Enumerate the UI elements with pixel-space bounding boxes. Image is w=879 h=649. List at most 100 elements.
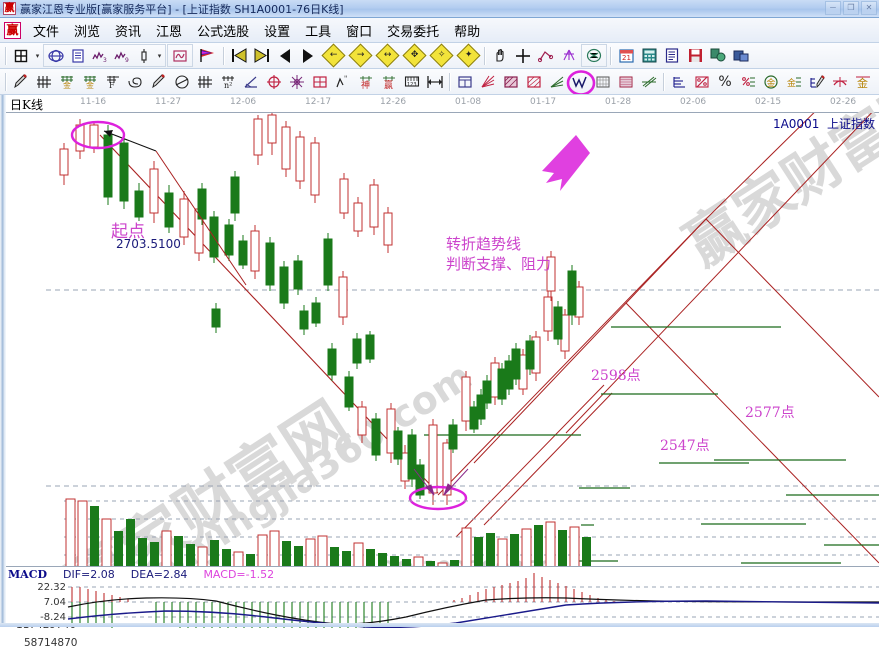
menu-item-formula-stock-pick[interactable]: 公式选股 bbox=[197, 24, 250, 40]
ladder-icon[interactable] bbox=[668, 71, 690, 92]
multi-chart-3-icon[interactable]: 3 bbox=[89, 45, 111, 66]
parallel-lines-icon[interactable] bbox=[638, 71, 660, 92]
crosshair-icon[interactable] bbox=[512, 45, 534, 66]
ruler-123-icon[interactable]: 123 bbox=[401, 71, 423, 92]
end-point-circle bbox=[408, 485, 468, 511]
menu-item-help[interactable]: 帮助 bbox=[454, 24, 481, 40]
svg-text:F: F bbox=[109, 81, 115, 89]
percent-slash-icon[interactable] bbox=[691, 71, 713, 92]
grid-fine-icon[interactable] bbox=[592, 71, 614, 92]
measure-icon[interactable] bbox=[535, 45, 557, 66]
ying-grid-icon[interactable]: 赢 bbox=[378, 71, 400, 92]
window-controls[interactable]: ─ ❐ ✕ bbox=[825, 1, 877, 15]
plot-svg-wrapper[interactable] bbox=[6, 113, 879, 627]
menu-item-gann[interactable]: 江恩 bbox=[156, 24, 183, 40]
menu-item-trade[interactable]: 交易委托 bbox=[387, 24, 440, 40]
floppy-save-icon[interactable] bbox=[684, 45, 706, 66]
box-grid-icon[interactable] bbox=[309, 71, 331, 92]
gold-ladder-1-icon[interactable]: 金 bbox=[56, 71, 78, 92]
close-button[interactable]: ✕ bbox=[861, 1, 877, 15]
ink-pen-icon[interactable] bbox=[806, 71, 828, 92]
diamond-expand-icon[interactable]: ↔ bbox=[374, 43, 400, 68]
menu-item-news[interactable]: 资讯 bbox=[115, 24, 142, 40]
macd-panel[interactable]: MACD DIF=2.08 DEA=2.84 MACD=-1.52 22.32 … bbox=[6, 566, 879, 628]
macd-axis-label-0: 22.32 bbox=[37, 582, 66, 593]
circle-arc-icon[interactable] bbox=[171, 71, 193, 92]
target-circle-icon[interactable] bbox=[263, 71, 285, 92]
n-squared-icon[interactable]: n² bbox=[217, 71, 239, 92]
diamond-zoom-out-icon[interactable]: ✧ bbox=[428, 43, 454, 68]
arc-pair-icon[interactable] bbox=[829, 71, 851, 92]
color-flag-icon[interactable] bbox=[194, 45, 220, 66]
pattern-box-icon[interactable] bbox=[523, 71, 545, 92]
export-icon[interactable] bbox=[730, 45, 752, 66]
last-page-icon[interactable] bbox=[251, 45, 273, 66]
spiral-icon[interactable] bbox=[125, 71, 147, 92]
next-icon[interactable] bbox=[297, 45, 319, 66]
percent-levels-icon[interactable] bbox=[737, 71, 759, 92]
menu-item-file[interactable]: 文件 bbox=[33, 24, 60, 40]
symbol-code: 1A0001 bbox=[772, 117, 820, 131]
brain-icon[interactable] bbox=[583, 45, 605, 66]
multi-chart-9-icon[interactable]: 9 bbox=[111, 45, 133, 66]
menu-item-window[interactable]: 窗口 bbox=[346, 24, 373, 40]
span-arrows-icon[interactable] bbox=[424, 71, 446, 92]
cross-grid-icon[interactable] bbox=[194, 71, 216, 92]
grid-dense-icon[interactable] bbox=[615, 71, 637, 92]
gold-ladder-2-icon[interactable]: 金 bbox=[79, 71, 101, 92]
chart-window: 日K线 11-16 11-27 12-06 12-17 12-26 01-08 … bbox=[0, 64, 879, 649]
calendar-icon[interactable]: 21 bbox=[615, 45, 637, 66]
gold-levels-icon[interactable]: 金 bbox=[783, 71, 805, 92]
diamond-left-icon[interactable]: ← bbox=[320, 43, 346, 68]
chart-canvas[interactable]: 日K线 11-16 11-27 12-06 12-17 12-26 01-08 … bbox=[6, 64, 879, 649]
shaded-box-icon[interactable] bbox=[500, 71, 522, 92]
gold-circle-icon[interactable]: 金 bbox=[760, 71, 782, 92]
calculator-icon[interactable] bbox=[638, 45, 660, 66]
speed-lines-icon[interactable] bbox=[546, 71, 568, 92]
app-logo-icon: 赢 bbox=[3, 2, 16, 15]
zigzag-trend-icon[interactable] bbox=[566, 70, 596, 94]
copy-icon[interactable] bbox=[707, 45, 729, 66]
report-icon[interactable] bbox=[661, 45, 683, 66]
menu-item-settings[interactable]: 设置 bbox=[264, 24, 291, 40]
pencil-red-icon[interactable] bbox=[148, 71, 170, 92]
angle-icon[interactable] bbox=[240, 71, 262, 92]
capsule-icon[interactable] bbox=[133, 45, 155, 66]
price-volume-plot[interactable] bbox=[6, 113, 879, 627]
dropdown-caret-icon[interactable]: ▾ bbox=[35, 52, 40, 60]
gann-fan-icon[interactable] bbox=[558, 45, 580, 66]
first-page-icon[interactable] bbox=[228, 45, 250, 66]
prev-icon[interactable] bbox=[274, 45, 296, 66]
shen-grid-icon[interactable]: 神 bbox=[355, 71, 377, 92]
pen-draw-icon[interactable] bbox=[10, 71, 32, 92]
fan-lines-icon[interactable] bbox=[477, 71, 499, 92]
minimize-button[interactable]: ─ bbox=[825, 1, 841, 15]
title-bar: 赢 赢家江恩专业版[赢家服务平台] - [上证指数 SH1A0001-76日K线… bbox=[0, 0, 879, 18]
diamond-right-icon[interactable]: → bbox=[347, 43, 373, 68]
menu-item-browse[interactable]: 浏览 bbox=[74, 24, 101, 40]
diamond-zoom-in-icon[interactable]: ✥ bbox=[401, 43, 427, 68]
macd-plot[interactable] bbox=[6, 567, 879, 628]
volume-axis-label-3: 58714870 bbox=[24, 637, 78, 649]
save-icon[interactable] bbox=[10, 45, 32, 66]
svg-text:金: 金 bbox=[63, 80, 71, 89]
svg-text:n²: n² bbox=[224, 81, 232, 89]
fibonacci-f-icon[interactable]: F bbox=[102, 71, 124, 92]
macd-dea-value: DEA=2.84 bbox=[130, 568, 188, 581]
wave-count-icon[interactable]: " bbox=[332, 71, 354, 92]
formula-icon[interactable] bbox=[169, 45, 191, 66]
rect-tool-icon[interactable] bbox=[454, 71, 476, 92]
grid-lines-icon[interactable] bbox=[33, 71, 55, 92]
percent-icon[interactable]: % bbox=[718, 73, 732, 90]
date-tick-7: 01-28 bbox=[605, 97, 632, 107]
network-icon[interactable] bbox=[45, 45, 67, 66]
hand-pan-icon[interactable] bbox=[489, 45, 511, 66]
diamond-fit-icon[interactable]: ✦ bbox=[455, 43, 481, 68]
gold-last-icon[interactable]: 金 bbox=[852, 71, 874, 92]
star-burst-icon[interactable] bbox=[286, 71, 308, 92]
dropdown-caret-2-icon[interactable]: ▾ bbox=[157, 52, 162, 60]
menu-item-tools[interactable]: 工具 bbox=[305, 24, 332, 40]
clipboard-icon[interactable] bbox=[67, 45, 89, 66]
svg-text:3: 3 bbox=[103, 57, 107, 63]
maximize-button[interactable]: ❐ bbox=[843, 1, 859, 15]
